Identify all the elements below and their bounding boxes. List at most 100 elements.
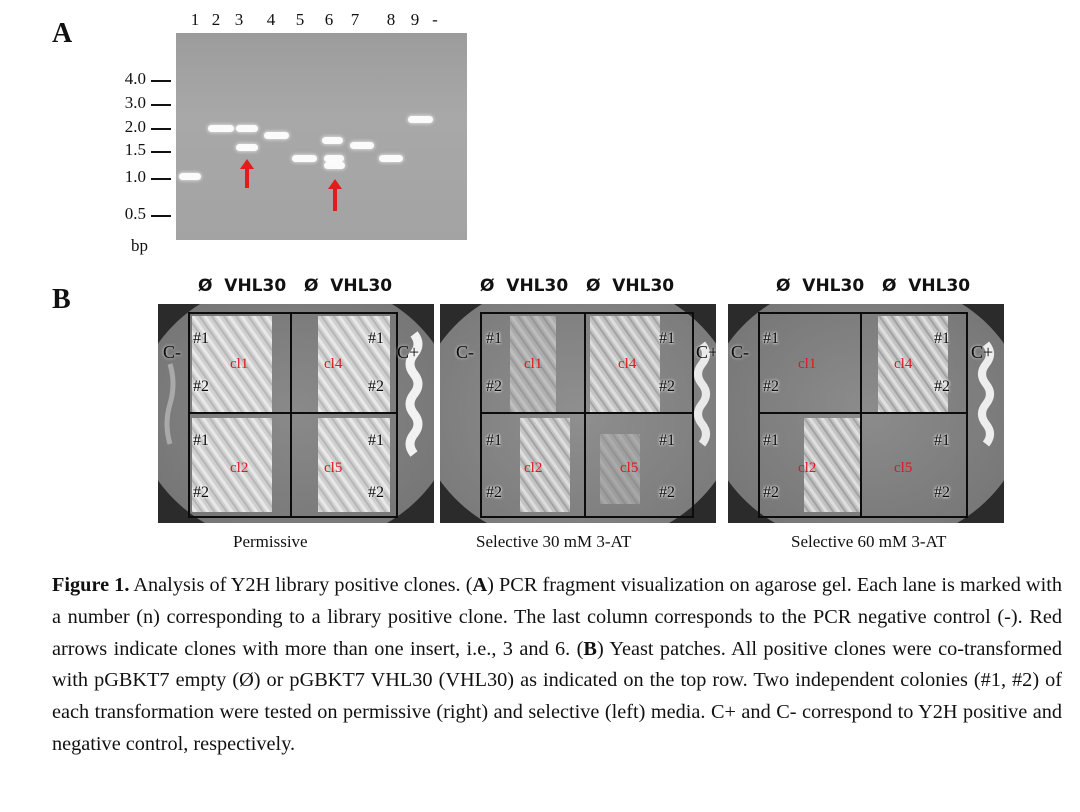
gel-band [408,116,433,123]
panel-a-letter: A [52,18,73,49]
ladder-unit-label: bp [131,236,148,255]
clone-label: cl1 [798,356,817,372]
caption-text: ) Yeast patches. All positive clones wer… [52,637,1062,755]
caption-text: ) PCR fragment visualization on agarose … [52,574,1062,660]
colony-label: #2 [193,484,209,501]
gel-band [264,132,289,139]
positive-control-label: C+ [696,342,716,362]
header-empty-vector: Ø [881,276,897,296]
colony-label: #2 [368,484,384,501]
colony-label: #1 [368,432,384,449]
colony-label: #2 [763,378,779,395]
panel-b-letter: B [52,284,71,315]
red-arrow-icon [240,159,254,188]
header-vhl30: VHL30 [908,276,971,296]
header-vhl30: VHL30 [506,276,569,296]
colony-label: #2 [659,378,675,395]
ladder-tick [151,178,171,180]
gel-band [350,142,374,149]
header-vhl30: VHL30 [802,276,865,296]
ladder-label: 0.5 [124,204,146,223]
colony-label: #2 [934,378,950,395]
ladder-label: 4.0 [124,69,146,88]
gel-band [324,155,344,162]
ladder-tick [151,215,171,217]
clone-label: cl1 [230,356,249,372]
grid-line [860,314,862,516]
negative-control-label: C- [456,342,474,362]
plate-grid [188,312,398,518]
lane-label: 7 [350,10,360,29]
caption-title: Analysis of Y2H library positive clones.… [129,574,473,596]
lane-label: 4 [266,10,276,29]
colony-label: #2 [486,378,502,395]
lane-label: - [432,10,438,29]
gel-band [236,125,258,132]
header-empty-vector: Ø [480,276,495,296]
grid-line [584,314,586,516]
lane-label: 1 [190,10,200,29]
lane-label: 3 [234,10,244,29]
grid-line [290,314,292,516]
clone-label: cl2 [230,460,249,476]
grid-line [190,412,396,414]
gel-band [292,155,317,162]
red-arrow-icon [328,179,342,211]
plate-grid [480,312,694,518]
gel-band [208,125,234,132]
plate-image [158,304,434,523]
header-empty-vector: Ø [303,276,319,296]
plate-caption-permissive: Permissive [233,532,308,551]
lane-label: 5 [295,10,305,29]
colony-label: #2 [193,378,209,395]
agarose-gel-image [176,33,467,240]
colony-label: #1 [659,432,675,449]
colony-label: #1 [934,330,950,347]
plate-column-headers: Ø VHL30 Ø VHL30 [480,276,674,296]
plate-column-headers: Ø VHL30 Ø VHL30 [776,276,970,296]
colony-label: #1 [193,432,209,449]
gel-band [324,162,345,169]
clone-label: cl1 [524,356,543,372]
colony-label: #1 [368,330,384,347]
colony-label: #2 [763,484,779,501]
colony-label: #2 [368,378,384,395]
colony-label: #1 [486,330,502,347]
clone-label: cl2 [524,460,543,476]
caption-panel-ref: B [583,637,597,660]
clone-label: cl2 [798,460,817,476]
yeast-plate-selective-60mm: #1 #1 #2 #2 #1 #1 #2 #2 cl1 cl4 cl2 cl5 … [728,304,1004,523]
clone-label: cl5 [894,460,913,476]
colony-label: #2 [486,484,502,501]
colony-label: #1 [659,330,675,347]
gel-band [379,155,403,162]
colony-label: #2 [934,484,950,501]
header-vhl30: VHL30 [612,276,675,296]
clone-label: cl4 [894,356,913,372]
ladder-label: 1.5 [124,140,146,159]
colony-label: #2 [659,484,675,501]
ladder-tick [151,104,171,106]
ladder-tick [151,128,171,130]
plate-caption-selective-30: Selective 30 mM 3-AT [476,532,632,551]
plate-column-headers: Ø VHL30 Ø VHL30 [198,276,392,296]
header-empty-vector: Ø [585,276,601,296]
clone-label: cl4 [324,356,343,372]
negative-control-label: C- [731,342,749,362]
yeast-plate-permissive: #1 #1 #2 #2 #1 #1 #2 #2 cl1 cl4 cl2 cl5 … [158,304,434,523]
caption-panel-ref: A [472,574,488,596]
clone-label: cl4 [618,356,637,372]
lane-label: 9 [410,10,420,29]
gel-band [236,144,258,151]
negative-control-label: C- [163,342,181,362]
figure-caption: Figure 1. Analysis of Y2H library positi… [52,570,1062,761]
ladder-label: 2.0 [124,117,146,136]
ladder-tick [151,80,171,82]
clone-label: cl5 [324,460,343,476]
ladder-label: 3.0 [124,93,146,112]
gel-band [179,173,201,180]
grid-line [760,412,966,414]
figure-label: Figure 1. [52,574,130,596]
colony-label: #1 [763,432,779,449]
lane-label: 6 [324,10,334,29]
